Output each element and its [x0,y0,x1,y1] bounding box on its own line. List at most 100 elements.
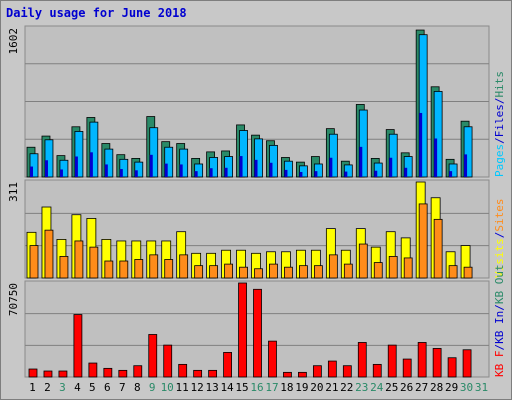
sites-bar [418,203,428,279]
sites-bar [149,254,159,279]
kbytes-bar [193,369,203,378]
kbytes-bar [73,314,83,378]
x-tick-label: 28 [430,381,443,394]
kbytes-bar [103,367,113,378]
legend-entry: / [493,98,506,105]
kbytes-bar [417,342,427,378]
files-bar [89,121,99,178]
files-bar [104,148,114,178]
pages-bar [59,169,63,177]
kbytes-bar [372,363,382,378]
kbytes-bar [58,370,68,378]
kbytes-bar [28,368,38,378]
legend-entry: KB Out [493,264,506,304]
x-tick-label: 21 [325,381,338,394]
legend-kbytes: KB F/KB In/KB Out [493,264,506,377]
x-tick-label: 16 [250,381,263,394]
files-bar [448,163,458,178]
kbytes-bar [447,357,457,378]
kbytes-bar [283,371,292,378]
pages-bar [134,170,138,177]
sites-bar [313,265,323,279]
sites-bar [209,265,219,279]
pages-bar [239,156,243,177]
pages-bar [389,157,393,177]
legend-entry: / [493,232,506,239]
pages-bar [329,157,333,177]
x-tick-label: 24 [370,381,384,394]
files-bar [119,158,129,178]
files-bar [373,162,383,178]
files-bar [254,138,263,178]
legend-entry: / [493,137,506,144]
pages-bar [314,171,318,177]
sites-bar [44,229,54,279]
pages-bar [404,167,408,177]
ymax-label: 311 [7,182,20,202]
files-bar [403,156,413,178]
files-bar [29,153,39,178]
files-bar [179,148,189,178]
x-tick-label: 14 [220,381,234,394]
files-bar [313,163,323,178]
kbytes-bar [432,348,442,378]
sites-bar [463,266,473,279]
files-bar [358,109,368,178]
pages-bar [254,159,258,177]
sites-bar [29,245,39,279]
files-bar [44,139,54,178]
kbytes-bar [163,344,173,378]
files-bar [463,126,473,178]
files-bar [224,156,233,178]
files-bar [239,130,248,178]
sites-bar [254,268,263,279]
x-tick-label: 3 [59,381,66,394]
pages-bar [44,160,48,177]
x-tick-label: 13 [205,381,218,394]
sites-bar [299,265,308,279]
sites-bar [164,259,174,279]
pages-bar [374,170,378,177]
pages-bar [30,166,33,177]
x-tick-label: 10 [161,381,174,394]
sites-bar [89,246,99,279]
pages-bar [419,112,423,177]
pages-bar [269,162,273,177]
x-tick-label: 7 [119,381,126,394]
kbytes-bar [88,362,98,378]
kbytes-bar [43,370,53,378]
files-bar [74,131,84,178]
kbytes-bar [178,363,188,378]
legend-entry: / [493,344,506,351]
sites-bar [284,266,293,279]
sites-bar [388,255,398,279]
legend-hits_files_pages: Pages/Files/Hits [493,71,506,177]
pages-bar [284,169,288,177]
x-tick-label: 29 [445,381,458,394]
legend-entry: / [493,304,506,311]
x-tick-label: 30 [460,381,473,394]
pages-bar [224,167,228,177]
kbytes-bar [402,358,412,378]
legend-visits_sites: Visits/Sites [493,199,506,279]
kbytes-bar [312,365,322,378]
x-tick-label: 17 [265,381,278,394]
sites-bar [179,254,189,279]
x-tick-label: 8 [134,381,141,394]
kbytes-bar [118,369,128,378]
x-tick-label: 12 [191,381,204,394]
ymax-label: 1602 [7,28,20,55]
x-tick-label: 2 [44,381,51,394]
chart-title: Daily usage for June 2018 [6,6,187,20]
sites-bar [433,218,443,279]
kbytes-bar [462,349,472,378]
pages-bar [164,163,168,177]
x-tick-label: 5 [89,381,96,394]
pages-bar [359,146,363,177]
kbytes-bar [238,282,247,378]
kbytes-bar [253,288,262,378]
x-tick-label: 22 [340,381,353,394]
x-tick-label: 23 [355,381,368,394]
files-bar [134,161,144,178]
files-bar [343,164,353,178]
